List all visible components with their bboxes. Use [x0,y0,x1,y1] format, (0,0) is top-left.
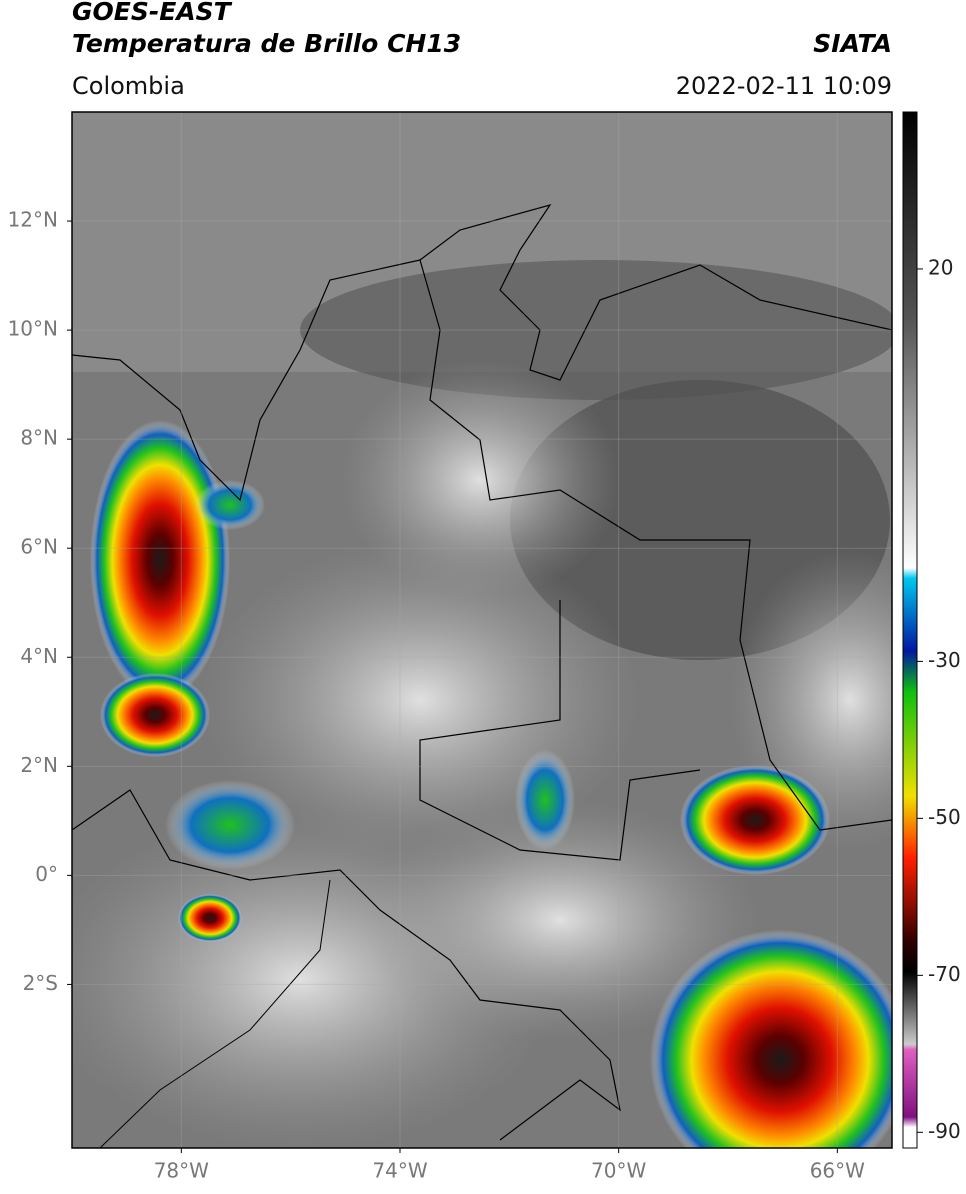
colorbar-tick-label: -90 [928,1119,961,1143]
colorbar [902,111,918,1149]
y-tick-label: 4°N [20,644,58,668]
graticule [72,112,892,1148]
y-tick-label: 0° [35,862,58,886]
source-label: SIATA [813,29,892,58]
product-title: Temperatura de Brillo CH13 [72,29,461,58]
y-tick-label: 12°N [8,208,58,232]
y-tick-label: 10°N [8,317,58,341]
x-tick-label: 66°W [810,1159,865,1183]
y-tick-label: 2°S [23,971,58,995]
satellite-image [72,112,892,1148]
y-tick-label: 2°N [20,753,58,777]
colorbar-tick-label: -70 [928,962,961,986]
x-tick-label: 70°W [591,1159,646,1183]
y-tick-label: 8°N [20,426,58,450]
x-tick-label: 74°W [372,1159,427,1183]
x-tick-label: 78°W [154,1159,209,1183]
colorbar-tick-label: -30 [928,648,961,672]
colorbar-tick-label: 20 [928,255,953,279]
region-label: Colombia [72,72,185,100]
colorbar-tick-label: -50 [928,805,961,829]
y-tick-label: 6°N [20,535,58,559]
map-frame [71,111,893,1149]
datetime-label: 2022-02-11 10:09 [676,72,892,100]
satellite-title: GOES-EAST [72,0,233,26]
